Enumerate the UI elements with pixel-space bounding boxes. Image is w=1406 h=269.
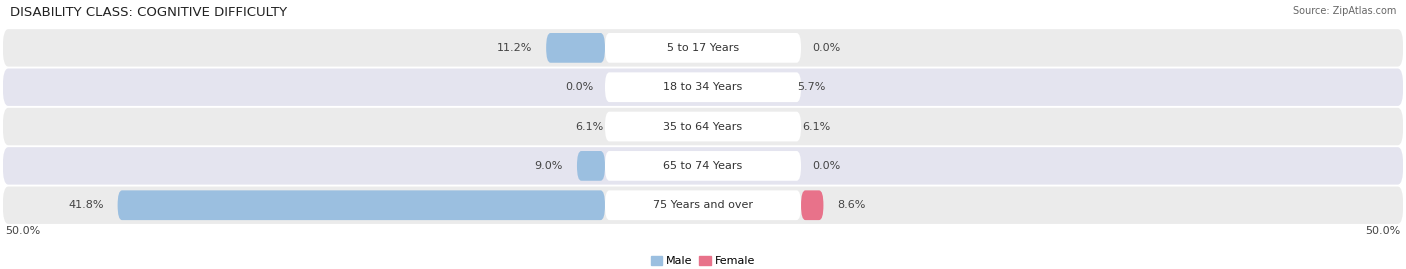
Text: 11.2%: 11.2% <box>496 43 531 53</box>
FancyBboxPatch shape <box>3 186 1403 224</box>
Text: 50.0%: 50.0% <box>6 226 41 236</box>
Text: 0.0%: 0.0% <box>565 82 593 92</box>
Text: 0.0%: 0.0% <box>813 161 841 171</box>
Text: 41.8%: 41.8% <box>67 200 104 210</box>
FancyBboxPatch shape <box>118 190 605 220</box>
Text: 65 to 74 Years: 65 to 74 Years <box>664 161 742 171</box>
Text: 9.0%: 9.0% <box>534 161 562 171</box>
FancyBboxPatch shape <box>3 108 1403 145</box>
Text: 5.7%: 5.7% <box>797 82 825 92</box>
Text: 6.1%: 6.1% <box>803 122 831 132</box>
Legend: Male, Female: Male, Female <box>647 252 759 269</box>
Text: Source: ZipAtlas.com: Source: ZipAtlas.com <box>1294 6 1396 16</box>
FancyBboxPatch shape <box>605 112 801 141</box>
FancyBboxPatch shape <box>605 190 801 220</box>
FancyBboxPatch shape <box>801 190 824 220</box>
FancyBboxPatch shape <box>3 29 1403 67</box>
FancyBboxPatch shape <box>546 33 605 63</box>
Text: 18 to 34 Years: 18 to 34 Years <box>664 82 742 92</box>
Text: 5 to 17 Years: 5 to 17 Years <box>666 43 740 53</box>
FancyBboxPatch shape <box>605 151 801 181</box>
Text: 0.0%: 0.0% <box>813 43 841 53</box>
Text: 8.6%: 8.6% <box>838 200 866 210</box>
FancyBboxPatch shape <box>605 33 801 63</box>
FancyBboxPatch shape <box>605 72 801 102</box>
Text: 6.1%: 6.1% <box>575 122 603 132</box>
Text: 75 Years and over: 75 Years and over <box>652 200 754 210</box>
Text: 50.0%: 50.0% <box>1365 226 1400 236</box>
Text: DISABILITY CLASS: COGNITIVE DIFFICULTY: DISABILITY CLASS: COGNITIVE DIFFICULTY <box>10 6 287 19</box>
Text: 35 to 64 Years: 35 to 64 Years <box>664 122 742 132</box>
FancyBboxPatch shape <box>3 69 1403 106</box>
FancyBboxPatch shape <box>3 147 1403 185</box>
FancyBboxPatch shape <box>576 151 605 181</box>
